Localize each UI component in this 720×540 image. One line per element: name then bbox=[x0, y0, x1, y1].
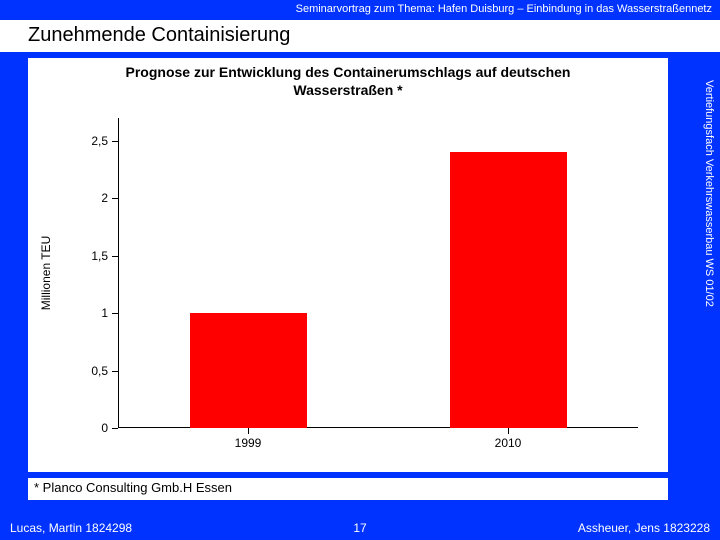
y-tick-label: 1,5 bbox=[91, 249, 108, 263]
y-axis-line bbox=[118, 118, 119, 428]
footer-left: Lucas, Martin 1824298 bbox=[10, 521, 132, 535]
y-tick-label: 0 bbox=[101, 421, 108, 435]
plot-area: 00,511,522,519992010 bbox=[118, 118, 638, 428]
y-tick bbox=[112, 198, 118, 199]
footnote: * Planco Consulting Gmb.H Essen bbox=[28, 478, 668, 500]
page-number: 17 bbox=[353, 521, 366, 535]
y-tick bbox=[112, 428, 118, 429]
seminar-banner: Seminarvortrag zum Thema: Hafen Duisburg… bbox=[0, 0, 720, 20]
chart-title-line2: Wasserstraßen * bbox=[293, 82, 402, 98]
y-tick bbox=[112, 141, 118, 142]
y-tick-label: 2 bbox=[101, 191, 108, 205]
x-tick-label: 1999 bbox=[235, 436, 262, 450]
x-tick-label: 2010 bbox=[495, 436, 522, 450]
footnote-text: * Planco Consulting Gmb.H Essen bbox=[34, 480, 232, 495]
slide-title-bar: Zunehmende Containisierung bbox=[0, 20, 720, 52]
footer: Lucas, Martin 1824298 17 Assheuer, Jens … bbox=[0, 516, 720, 540]
y-axis-label: Millionen TEU bbox=[39, 236, 53, 310]
y-tick-label: 2,5 bbox=[91, 134, 108, 148]
slide-title: Zunehmende Containisierung bbox=[28, 24, 290, 46]
y-tick bbox=[112, 371, 118, 372]
side-vertical-label: Vertiefungsfach Verkehrswasserbau WS 01/… bbox=[697, 80, 715, 460]
chart-panel: Prognose zur Entwicklung des Containerum… bbox=[28, 58, 668, 472]
y-tick-label: 0,5 bbox=[91, 364, 108, 378]
chart-title: Prognose zur Entwicklung des Containerum… bbox=[28, 64, 668, 99]
y-tick bbox=[112, 313, 118, 314]
y-tick-label: 1 bbox=[101, 306, 108, 320]
seminar-text: Seminarvortrag zum Thema: Hafen Duisburg… bbox=[296, 3, 712, 15]
y-tick bbox=[112, 256, 118, 257]
x-tick bbox=[248, 428, 249, 434]
x-tick bbox=[508, 428, 509, 434]
chart-title-line1: Prognose zur Entwicklung des Containerum… bbox=[126, 64, 571, 80]
footer-right: Assheuer, Jens 1823228 bbox=[578, 521, 710, 535]
bar bbox=[190, 313, 307, 428]
bar bbox=[450, 152, 567, 428]
